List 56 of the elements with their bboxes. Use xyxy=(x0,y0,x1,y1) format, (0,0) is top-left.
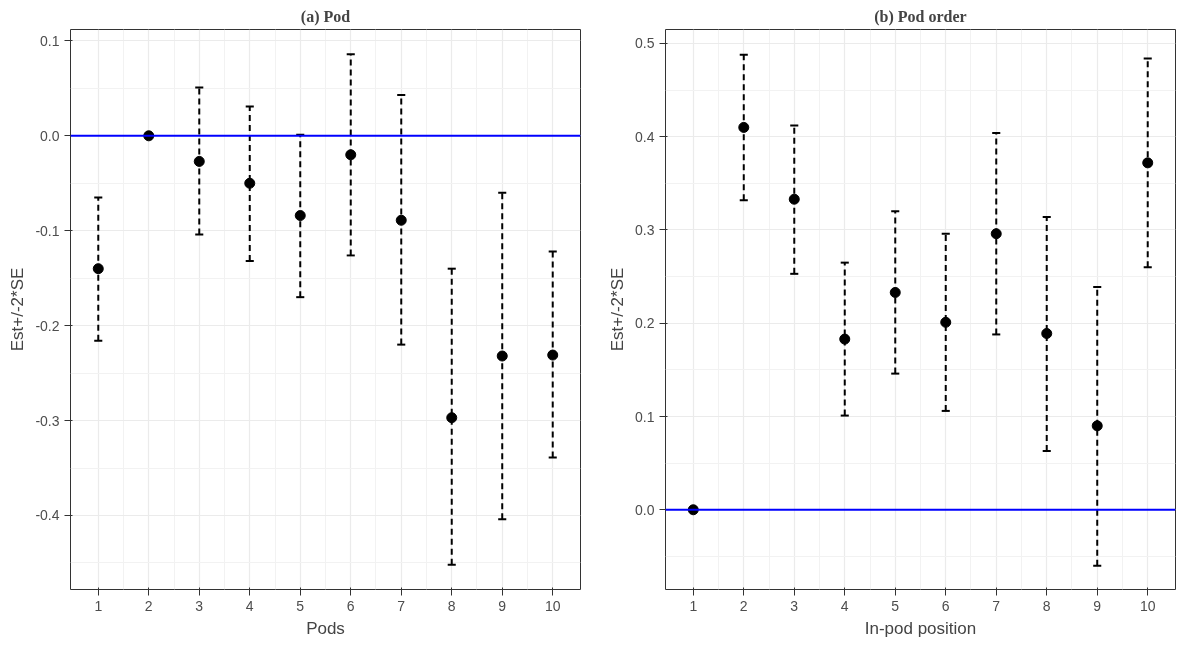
point xyxy=(1091,420,1103,432)
y-tick-label: 0.1 xyxy=(40,32,60,49)
y-tick-label: 0.1 xyxy=(635,408,655,425)
y-axis-title: Est+/-2*SE xyxy=(8,267,28,352)
x-tick-label: 8 xyxy=(1042,597,1051,614)
chart-title: (a) Pod xyxy=(300,7,351,26)
y-tick-label: 0.2 xyxy=(635,315,655,332)
x-tick-label: 5 xyxy=(296,597,305,614)
y-tick-label: 0.0 xyxy=(635,501,655,518)
point xyxy=(345,149,357,161)
x-tick-label: 6 xyxy=(941,597,950,614)
point xyxy=(788,193,800,205)
x-tick-label: 7 xyxy=(992,597,1001,614)
x-axis-title: Pods xyxy=(306,618,345,638)
x-tick-label: 3 xyxy=(195,597,204,614)
point xyxy=(738,121,750,133)
x-tick-label: 10 xyxy=(544,597,561,614)
x-axis-title: In-pod position xyxy=(864,618,977,638)
y-axis-title: Est+/-2*SE xyxy=(608,267,628,352)
point xyxy=(193,155,205,167)
x-tick-label: 3 xyxy=(790,597,799,614)
y-tick-label: 0.5 xyxy=(635,35,655,52)
point xyxy=(446,412,458,424)
y-tick-label: -0.3 xyxy=(35,412,60,429)
point xyxy=(395,214,407,226)
point xyxy=(547,349,559,361)
y-tick-label: 0.0 xyxy=(40,127,60,144)
x-tick-label: 4 xyxy=(840,597,849,614)
y-tick-label: 0.4 xyxy=(635,128,655,145)
point xyxy=(990,228,1002,240)
y-tick-label: -0.4 xyxy=(35,507,60,524)
x-tick-label: 6 xyxy=(346,597,355,614)
x-tick-label: 1 xyxy=(689,597,698,614)
point xyxy=(294,210,306,222)
point xyxy=(244,177,256,189)
point xyxy=(1142,157,1154,169)
x-tick-label: 1 xyxy=(94,597,103,614)
point xyxy=(940,316,952,328)
y-tick-label: 0.3 xyxy=(635,222,655,238)
x-tick-label: 8 xyxy=(447,597,456,614)
x-tick-label: 10 xyxy=(1139,597,1156,614)
x-tick-label: 2 xyxy=(739,597,748,614)
point xyxy=(889,286,901,298)
x-tick-label: 7 xyxy=(397,597,406,614)
y-tick-label: -0.1 xyxy=(35,222,60,239)
point xyxy=(496,350,508,362)
x-tick-label: 2 xyxy=(144,597,153,614)
x-tick-label: 4 xyxy=(245,597,254,614)
point xyxy=(1041,328,1053,339)
x-tick-label: 9 xyxy=(1093,597,1102,614)
point xyxy=(92,263,104,275)
x-tick-label: 9 xyxy=(498,597,507,614)
x-tick-label: 5 xyxy=(891,597,900,614)
y-tick-label: -0.2 xyxy=(35,317,60,334)
point xyxy=(839,333,851,345)
chart-title: (b) Pod order xyxy=(874,7,967,26)
